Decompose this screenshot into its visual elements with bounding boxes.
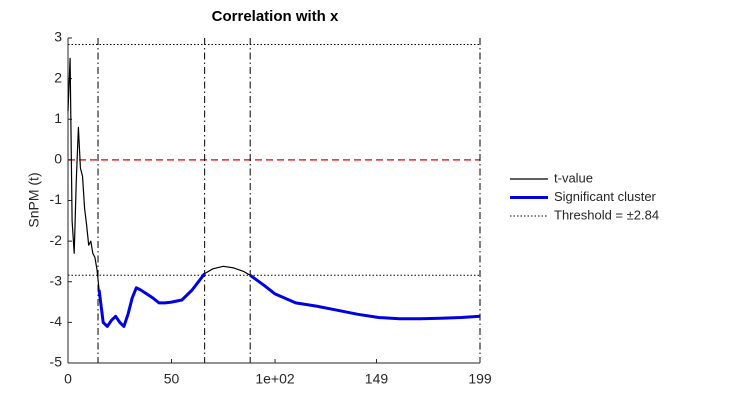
y-tick-label: -1 bbox=[50, 191, 63, 207]
chart-title: Correlation with x bbox=[212, 8, 339, 25]
series-line bbox=[249, 274, 481, 321]
x-tick-label: 50 bbox=[164, 371, 180, 387]
series-line bbox=[97, 272, 206, 328]
x-tick-label: 149 bbox=[365, 371, 389, 387]
legend-label: t-value bbox=[554, 170, 593, 185]
y-tick-label: 0 bbox=[54, 151, 62, 167]
y-tick-label: -5 bbox=[50, 354, 63, 370]
legend-label: Threshold = ±2.84 bbox=[554, 207, 659, 222]
y-tick-label: 3 bbox=[54, 29, 62, 45]
y-tick-label: 2 bbox=[54, 69, 62, 85]
x-tick-label: 1e+02 bbox=[255, 371, 295, 387]
y-tick-label: -4 bbox=[50, 313, 63, 329]
y-tick-label: -2 bbox=[50, 232, 63, 248]
x-tick-label: 0 bbox=[64, 371, 72, 387]
y-tick-label: 1 bbox=[54, 110, 62, 126]
y-tick-label: -3 bbox=[50, 272, 63, 288]
y-axis-label: SnPM (t) bbox=[26, 172, 42, 227]
series-line bbox=[67, 57, 481, 327]
legend-label: Significant cluster bbox=[554, 189, 657, 204]
x-tick-label: 199 bbox=[468, 371, 492, 387]
